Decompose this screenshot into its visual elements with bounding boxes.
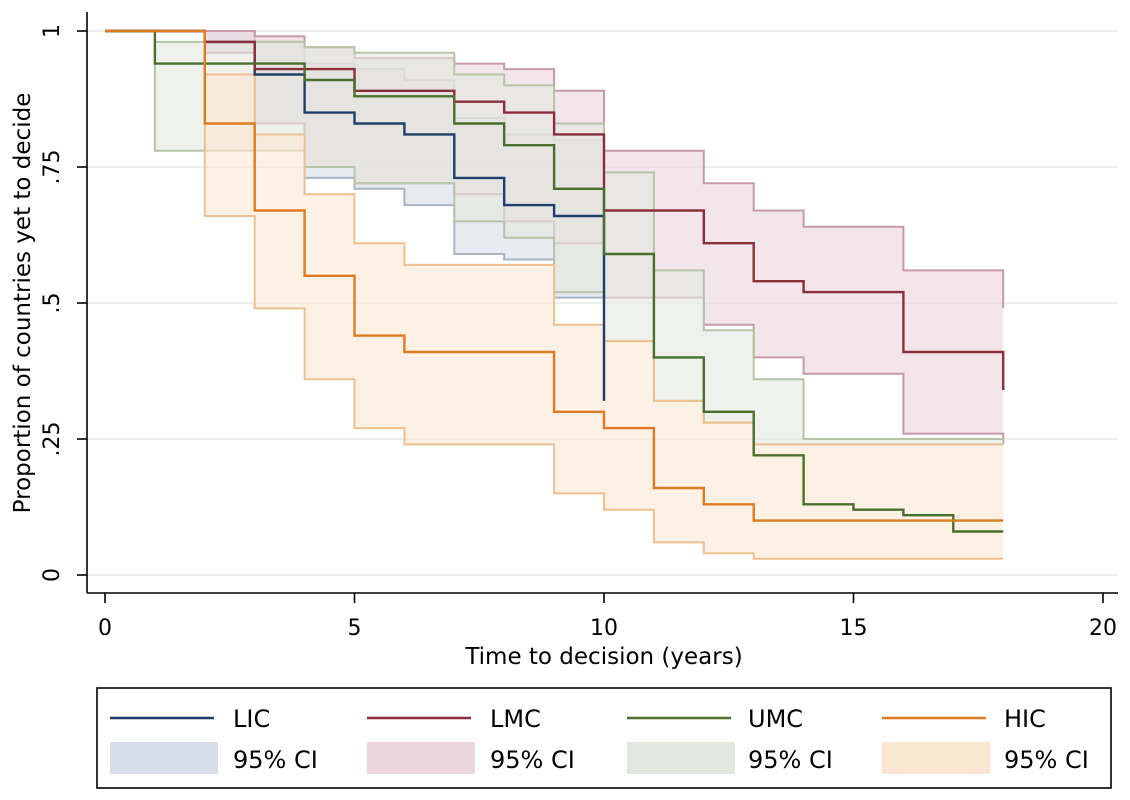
line-lmc [105,29,1005,390]
line-hic [105,29,1004,522]
x-tick-label-1: 5 [348,616,362,641]
line-umc [105,29,1004,533]
legend-label-hic: HIC [1004,705,1046,733]
legend-label-umc: UMC [748,705,803,733]
legend-ci-label-hic: 95% CI [1004,746,1089,774]
x-tick-label-3: 15 [840,616,868,641]
legend-label-lic: LIC [233,705,270,733]
legend-ci-label-umc: 95% CI [748,746,833,774]
legend-ci-label-lic: 95% CI [233,746,318,774]
legend-swatch-ci-hic [882,742,990,774]
legend: LIC 95% CI LMC 95% CI UMC 95% CI HIC 95% CI [96,687,1112,789]
legend-swatch-ci-lmc [367,742,475,774]
legend-ci-label-lmc: 95% CI [490,746,575,774]
y-tick-label-3: .75 [40,150,65,185]
y-axis-title: Proportion of countries yet to decide [10,93,36,514]
legend-label-lmc: LMC [490,705,541,733]
x-tick-label-2: 10 [590,616,618,641]
y-tick-label-1: .25 [40,422,65,457]
x-tick-label-0: 0 [98,616,112,641]
y-tick-label-2: .5 [40,293,65,314]
y-tick-label-4: 1 [40,24,65,38]
ci-lower-hic [105,30,1004,560]
x-axis-title: Time to decision (years) [464,644,742,670]
confidence-bands [105,30,1005,560]
x-tick-label-4: 20 [1089,616,1117,641]
survival-lines [105,29,1005,533]
y-tick-label-0: 0 [40,568,65,582]
legend-swatch-ci-lic [110,742,218,774]
ci-upper-umc [105,30,1004,440]
ci-upper-lmc [105,30,1005,309]
legend-swatch-ci-umc [627,742,735,774]
